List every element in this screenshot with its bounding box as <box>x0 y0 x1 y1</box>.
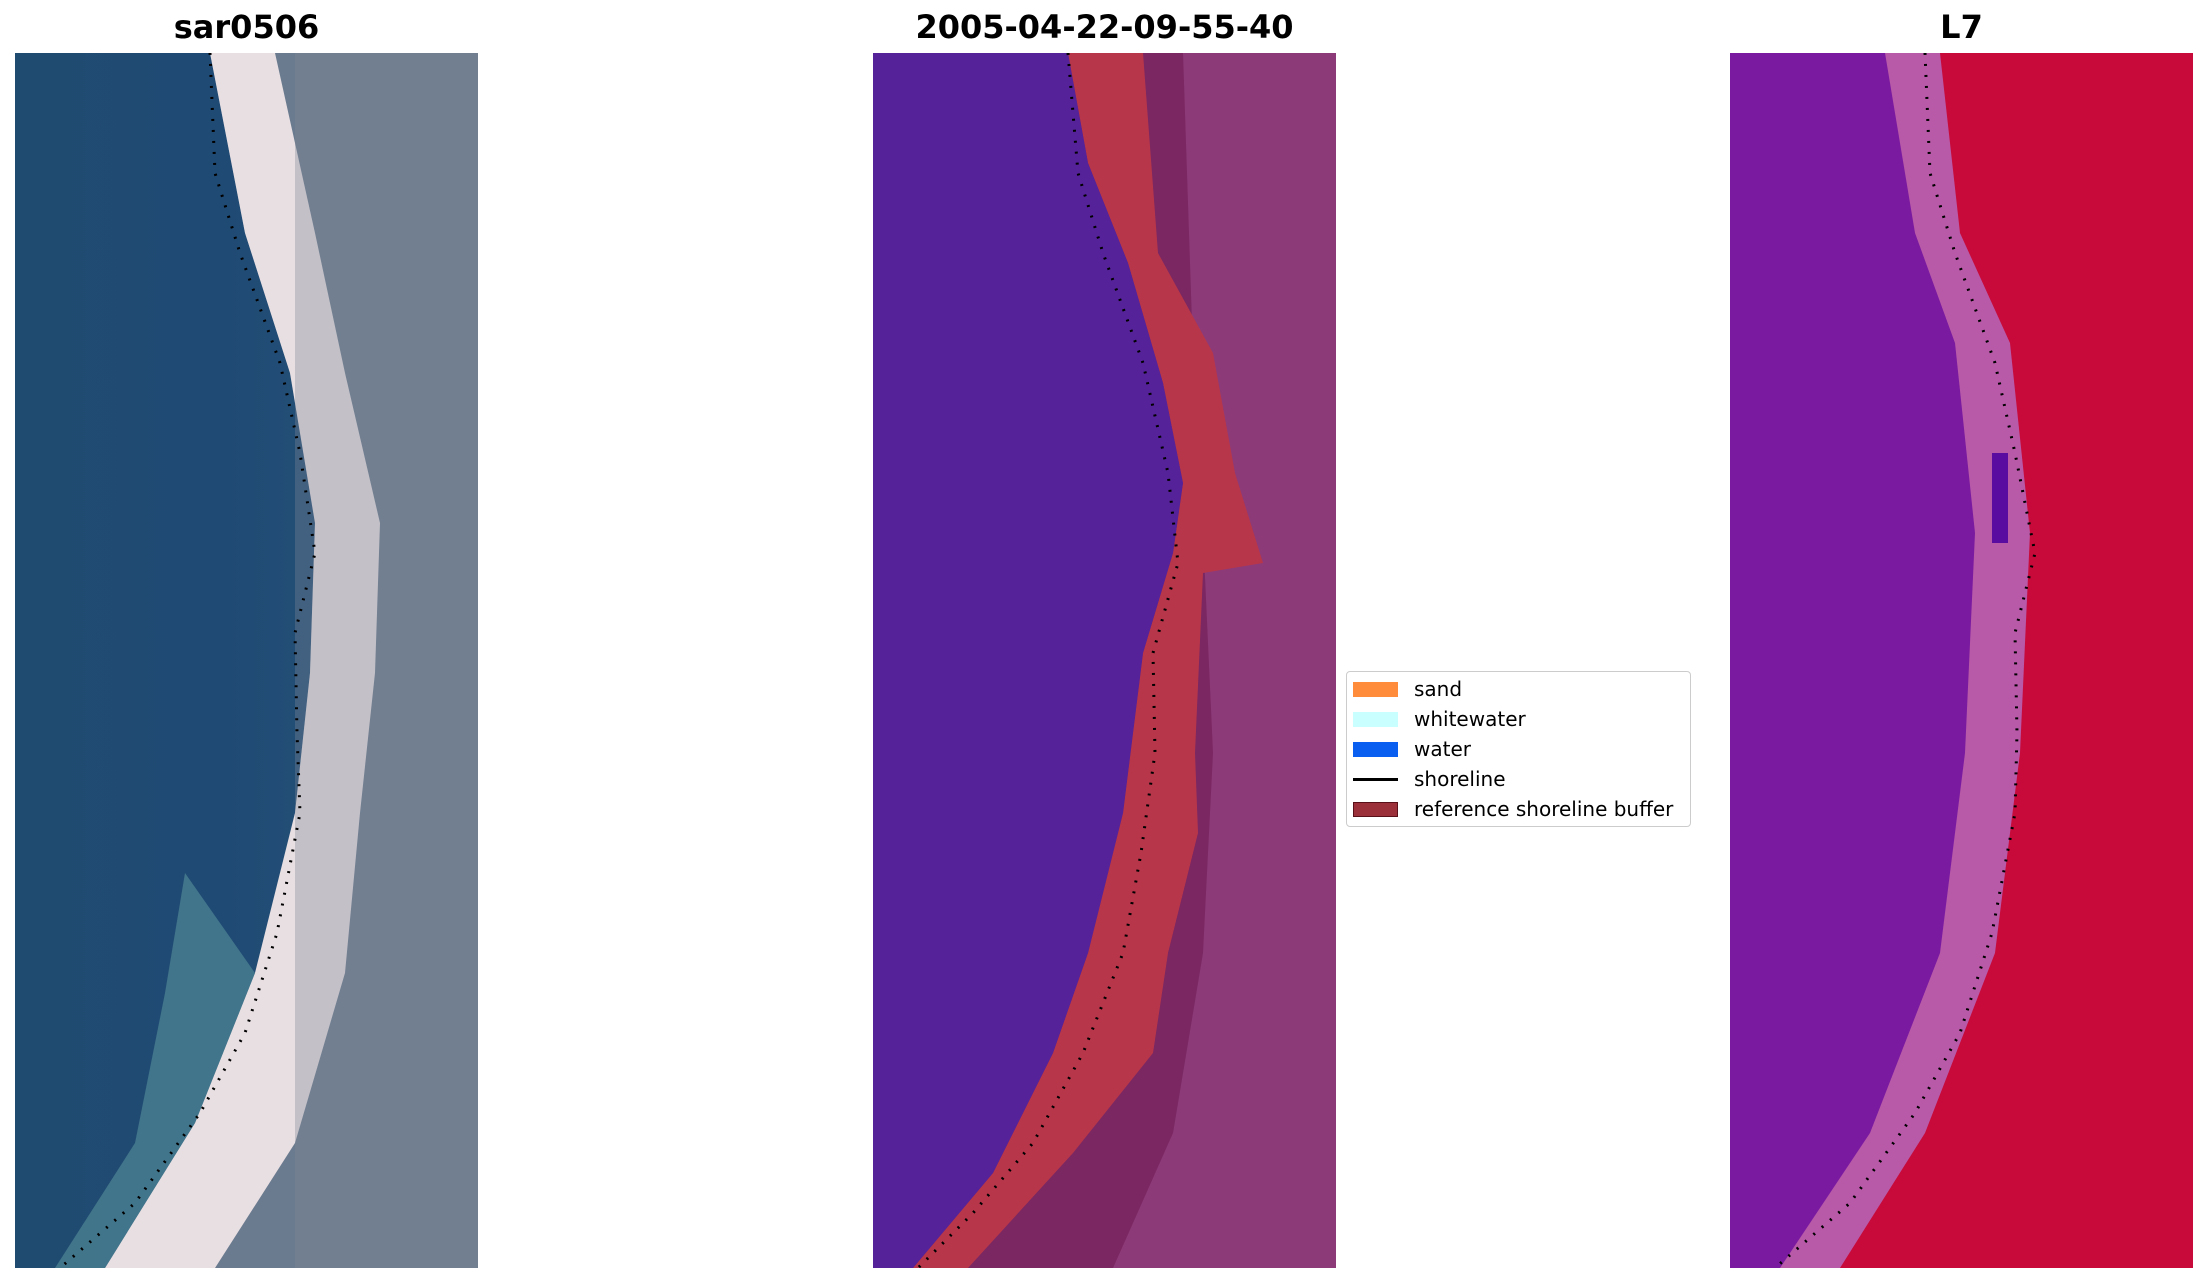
rgb-image-panel <box>15 53 478 1268</box>
panel-title-mndwi: L7 <box>1940 8 1983 46</box>
mndwi-image-panel <box>1730 53 2193 1268</box>
shoreline-line-swatch <box>1353 777 1398 781</box>
whitewater-swatch <box>1353 711 1398 727</box>
legend-label: reference shoreline buffer <box>1414 797 1674 821</box>
legend-label: whitewater <box>1414 707 1526 731</box>
legend-item-reference-buffer: reference shoreline buffer <box>1353 796 1673 822</box>
classified-image-panel <box>873 53 1336 1268</box>
buffer-swatch <box>1353 801 1398 817</box>
legend-item-water: water <box>1353 736 1471 762</box>
legend-item-shoreline: shoreline <box>1353 766 1506 792</box>
legend-label: water <box>1414 737 1471 761</box>
panel-title-classified: 2005-04-22-09-55-40 <box>915 8 1294 46</box>
sand-swatch <box>1353 681 1398 697</box>
water-swatch <box>1353 741 1398 757</box>
legend: sand whitewater water shoreline referenc… <box>1346 671 1691 827</box>
legend-item-sand: sand <box>1353 676 1462 702</box>
legend-label: sand <box>1414 677 1463 701</box>
legend-label: shoreline <box>1414 767 1506 791</box>
legend-item-whitewater: whitewater <box>1353 706 1526 732</box>
panel-title-rgb: sar0506 <box>173 8 320 46</box>
